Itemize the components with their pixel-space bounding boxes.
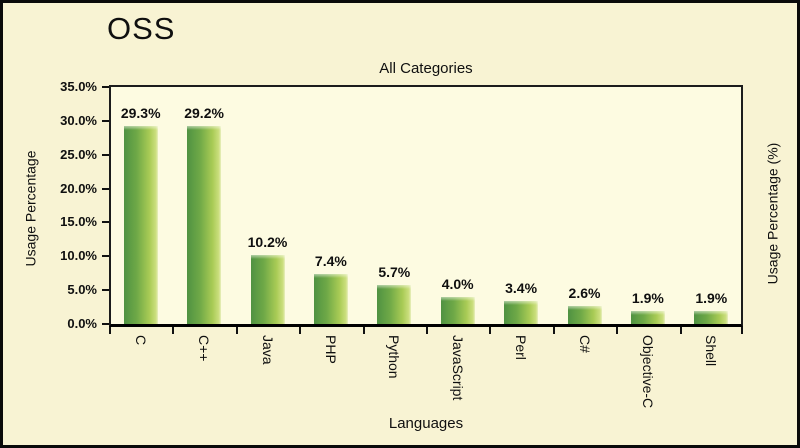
category-label: Objective-C <box>639 335 656 409</box>
page-title: OSS <box>107 11 176 46</box>
y-tick-mark <box>102 187 109 190</box>
x-axis-title: Languages <box>388 415 464 432</box>
x-tick-mark <box>362 327 365 334</box>
category-label: C# <box>576 335 593 353</box>
bar <box>187 126 222 324</box>
y-axis-title-right: Usage Percentage (%) <box>764 142 781 285</box>
y-tick-label: 0.0% <box>67 316 97 331</box>
y-tick-mark <box>102 119 109 122</box>
bar-value-label: 3.4% <box>505 280 538 296</box>
x-tick-mark <box>299 327 302 334</box>
bar <box>377 285 412 324</box>
y-tick-label: 25.0% <box>60 146 97 162</box>
y-tick-label: 15.0% <box>60 214 97 230</box>
bar <box>567 306 602 324</box>
x-tick-mark <box>679 327 682 334</box>
y-tick-label: 35.0% <box>60 79 97 94</box>
x-tick-mark <box>426 327 428 334</box>
category-label: Python <box>386 335 403 379</box>
bar <box>630 311 665 324</box>
bar-value-label: 1.9% <box>695 290 728 306</box>
category-label: PHP <box>322 335 339 364</box>
bar-value-label: 2.6% <box>568 285 601 301</box>
x-tick-mark <box>552 327 555 334</box>
category-label: JavaScript <box>449 335 466 401</box>
x-tick-mark <box>172 327 175 334</box>
x-tick-mark <box>235 327 238 334</box>
category-label: Shell <box>703 335 720 367</box>
bar-value-label: 5.7% <box>378 264 411 280</box>
bar <box>694 311 729 324</box>
category-label: C++ <box>196 335 213 362</box>
y-axis-title-left: Usage Percentage <box>22 150 39 267</box>
x-tick-mark <box>489 327 492 334</box>
y-tick-mark <box>102 153 109 156</box>
bar-value-label: 1.9% <box>631 290 664 306</box>
bar-value-label: 7.4% <box>314 253 347 269</box>
bar-value-label: 4.0% <box>441 276 474 292</box>
category-label: Java <box>259 335 276 365</box>
category-label: C <box>132 335 149 346</box>
x-tick-mark <box>109 327 111 334</box>
bar-value-label: 29.2% <box>184 105 224 121</box>
y-tick-label: 30.0% <box>60 112 97 128</box>
y-tick-mark <box>102 323 109 325</box>
bar <box>250 255 285 324</box>
y-tick-mark <box>102 289 109 292</box>
y-tick-label: 5.0% <box>67 282 97 298</box>
bar-value-label: 10.2% <box>247 234 288 250</box>
y-tick-label: 20.0% <box>60 180 97 196</box>
chart-title: All Categories <box>379 60 473 77</box>
bar <box>313 274 348 324</box>
bar-value-label: 29.3% <box>120 105 161 121</box>
x-tick-mark <box>616 327 619 334</box>
y-tick-mark <box>102 221 109 224</box>
x-tick-mark <box>741 327 743 334</box>
y-tick-mark <box>102 255 109 258</box>
y-tick-mark <box>102 86 109 88</box>
bar <box>504 301 539 324</box>
bar <box>440 297 475 324</box>
bar <box>123 126 158 324</box>
category-label: Perl <box>513 335 530 360</box>
y-tick-label: 10.0% <box>60 248 97 264</box>
